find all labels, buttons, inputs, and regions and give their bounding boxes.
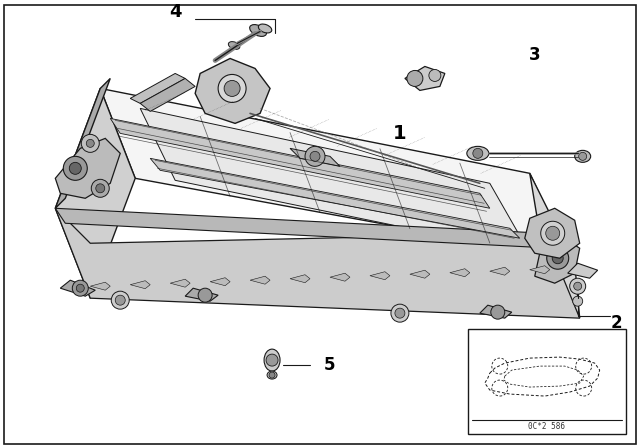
Circle shape (579, 152, 587, 160)
Polygon shape (90, 282, 110, 290)
Circle shape (547, 247, 569, 269)
Polygon shape (55, 208, 580, 318)
Polygon shape (55, 208, 555, 248)
Bar (468, 329, 626, 434)
Polygon shape (530, 266, 550, 274)
Circle shape (429, 69, 441, 82)
Polygon shape (410, 270, 430, 278)
Polygon shape (140, 78, 195, 112)
Circle shape (269, 372, 275, 378)
Circle shape (407, 70, 423, 86)
Ellipse shape (250, 25, 266, 36)
Circle shape (310, 151, 320, 161)
Polygon shape (370, 271, 390, 280)
Circle shape (573, 296, 582, 306)
Polygon shape (290, 275, 310, 283)
Polygon shape (55, 138, 120, 198)
Polygon shape (290, 148, 340, 166)
Polygon shape (150, 158, 520, 238)
Polygon shape (405, 66, 445, 90)
Circle shape (573, 282, 582, 290)
Circle shape (546, 226, 560, 240)
Circle shape (570, 278, 586, 294)
Ellipse shape (575, 151, 591, 162)
Circle shape (69, 162, 81, 174)
Circle shape (491, 305, 505, 319)
Ellipse shape (267, 371, 277, 379)
Polygon shape (535, 238, 580, 283)
Ellipse shape (467, 146, 489, 160)
Ellipse shape (264, 349, 280, 371)
Text: 1: 1 (393, 124, 406, 143)
Circle shape (473, 148, 483, 158)
Text: 2: 2 (611, 314, 623, 332)
Polygon shape (530, 173, 580, 318)
Text: 5: 5 (324, 356, 336, 374)
Polygon shape (185, 288, 218, 301)
Circle shape (305, 146, 325, 166)
Polygon shape (130, 281, 150, 289)
Circle shape (76, 284, 84, 292)
Polygon shape (525, 208, 580, 258)
Circle shape (395, 308, 405, 318)
Polygon shape (55, 88, 135, 298)
Polygon shape (110, 118, 490, 208)
Polygon shape (450, 269, 470, 277)
Circle shape (92, 179, 109, 197)
Circle shape (111, 291, 129, 309)
Circle shape (63, 156, 87, 180)
Circle shape (198, 288, 212, 302)
Circle shape (86, 139, 94, 147)
Polygon shape (250, 276, 270, 284)
Circle shape (224, 81, 240, 96)
Circle shape (552, 253, 563, 264)
Ellipse shape (259, 24, 272, 33)
Polygon shape (490, 267, 510, 275)
Circle shape (81, 134, 99, 152)
Circle shape (72, 280, 88, 296)
Text: 0C*2 586: 0C*2 586 (528, 422, 565, 431)
Polygon shape (100, 88, 570, 258)
Polygon shape (330, 273, 350, 281)
Polygon shape (480, 305, 512, 318)
Polygon shape (170, 279, 190, 287)
Polygon shape (60, 280, 95, 296)
Text: 3: 3 (529, 47, 541, 65)
Text: 4: 4 (169, 3, 181, 21)
Circle shape (266, 354, 278, 366)
Polygon shape (568, 263, 598, 278)
Ellipse shape (228, 42, 240, 49)
Circle shape (96, 184, 105, 193)
Polygon shape (130, 73, 185, 103)
Polygon shape (210, 278, 230, 286)
Circle shape (218, 74, 246, 103)
Polygon shape (140, 108, 530, 253)
Circle shape (115, 295, 125, 305)
Polygon shape (195, 58, 270, 123)
Polygon shape (55, 78, 110, 208)
Circle shape (541, 221, 564, 245)
Circle shape (391, 304, 409, 322)
